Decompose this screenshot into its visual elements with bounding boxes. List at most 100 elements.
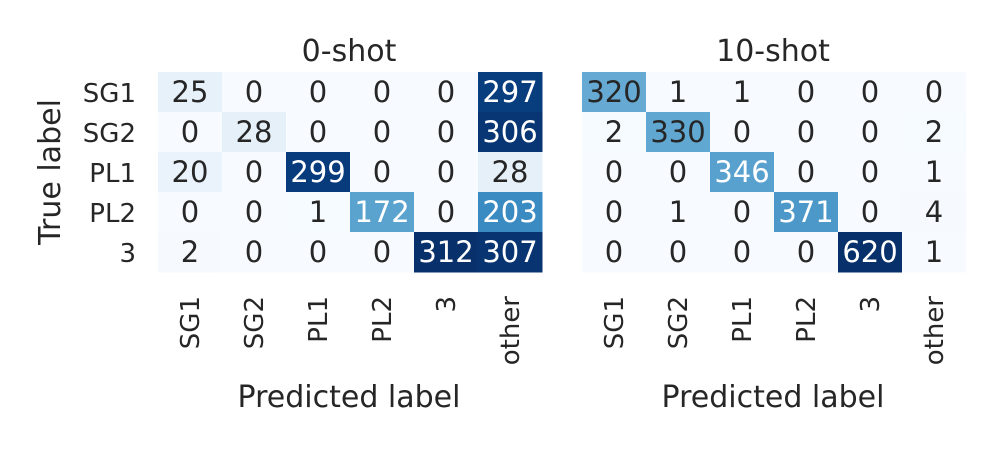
heatmap-cell bbox=[710, 232, 775, 273]
panel-title: 10-shot bbox=[716, 34, 830, 69]
cell-value-label: 0 bbox=[437, 195, 455, 229]
heatmap-cell bbox=[414, 192, 479, 233]
cell-value-label: 297 bbox=[482, 75, 537, 109]
cell-value-label: 0 bbox=[605, 195, 623, 229]
x-tick-label: SG2 bbox=[240, 296, 270, 349]
cell-value-label: 0 bbox=[733, 115, 751, 149]
cell-value-label: 25 bbox=[172, 75, 209, 109]
heatmap-cell bbox=[902, 72, 967, 113]
heatmap-cell bbox=[286, 112, 351, 153]
heatmap-cell bbox=[478, 232, 543, 273]
heatmap-cell bbox=[774, 112, 839, 153]
heatmap-cell bbox=[222, 192, 287, 233]
heatmap-cell bbox=[286, 232, 351, 273]
heatmap-cell bbox=[774, 72, 839, 113]
heatmap-cell bbox=[414, 72, 479, 113]
cell-value-label: 0 bbox=[861, 195, 879, 229]
heatmap-cells bbox=[582, 72, 967, 273]
heatmap-cell bbox=[838, 112, 903, 153]
heatmap-cell bbox=[158, 152, 223, 193]
cell-value-label: 0 bbox=[181, 115, 199, 149]
heatmap-cell bbox=[158, 192, 223, 233]
heatmap-cell bbox=[350, 232, 415, 273]
x-tick-label: SG1 bbox=[176, 296, 206, 349]
cell-value-label: 0 bbox=[309, 75, 327, 109]
cell-value-label: 0 bbox=[437, 115, 455, 149]
heatmap-cell bbox=[158, 232, 223, 273]
heatmap-cell bbox=[646, 72, 711, 113]
x-tick-label: 3 bbox=[432, 296, 462, 313]
cell-value-label: 0 bbox=[245, 155, 263, 189]
cell-value-label: 0 bbox=[605, 155, 623, 189]
cell-value-label: 0 bbox=[309, 235, 327, 269]
x-tick-label: PL1 bbox=[728, 296, 758, 343]
panel-10-shot: 320 1 1 0 0 0 2 330 0 0 0 2 0 0 346 0 0 1 0 1 0 371 0 4 0 0 0 0 620 1… bbox=[582, 34, 967, 415]
cell-value-label: 0 bbox=[797, 235, 815, 269]
cell-value-label: 28 bbox=[492, 155, 529, 189]
heatmap-cell bbox=[478, 192, 543, 233]
y-tick-label: 3 bbox=[119, 239, 136, 269]
y-axis-label: True label bbox=[33, 99, 68, 246]
y-tick-label: PL2 bbox=[89, 199, 136, 229]
cell-value-label: 330 bbox=[650, 115, 705, 149]
x-tick-label: PL2 bbox=[368, 296, 398, 343]
cell-value-label: 0 bbox=[605, 235, 623, 269]
heatmap-cell bbox=[838, 192, 903, 233]
x-tick-label: SG1 bbox=[600, 296, 630, 349]
heatmap-cell bbox=[286, 152, 351, 193]
cell-value-label: 172 bbox=[354, 195, 409, 229]
cell-value-label: 0 bbox=[309, 115, 327, 149]
cell-value-label: 0 bbox=[797, 75, 815, 109]
cell-value-label: 307 bbox=[482, 235, 537, 269]
cell-value-label: 20 bbox=[172, 155, 209, 189]
y-tick-labels: SG1 SG2 PL1 PL2 3 bbox=[83, 79, 136, 269]
cell-value-label: 0 bbox=[245, 235, 263, 269]
heatmap-cell bbox=[582, 152, 647, 193]
heatmap-cell bbox=[902, 152, 967, 193]
heatmap-cell bbox=[158, 72, 223, 113]
x-tick-label: other bbox=[920, 296, 950, 366]
heatmap-cell bbox=[478, 112, 543, 153]
heatmap-cell bbox=[710, 152, 775, 193]
heatmap-cell bbox=[646, 152, 711, 193]
heatmap-cell bbox=[774, 192, 839, 233]
heatmap-cell bbox=[414, 232, 479, 273]
cell-value-label: 0 bbox=[733, 195, 751, 229]
cell-value-label: 1 bbox=[669, 195, 687, 229]
heatmap-cell bbox=[838, 72, 903, 113]
cell-value-label: 1 bbox=[925, 155, 943, 189]
x-tick-label: PL1 bbox=[304, 296, 334, 343]
x-axis-label: Predicted label bbox=[238, 380, 461, 415]
y-tick-label: PL1 bbox=[89, 159, 136, 189]
x-tick-labels: SG1 SG2 PL1 PL2 3 other bbox=[600, 296, 950, 366]
heatmap-cell bbox=[478, 152, 543, 193]
heatmap-cell bbox=[710, 72, 775, 113]
heatmap-cell bbox=[350, 112, 415, 153]
x-tick-labels: SG1 SG2 PL1 PL2 3 other bbox=[176, 296, 526, 366]
x-tick-label: other bbox=[496, 296, 526, 366]
heatmap-cell bbox=[902, 192, 967, 233]
x-tick-label: 3 bbox=[856, 296, 886, 313]
heatmap-cell bbox=[582, 192, 647, 233]
heatmap-cell bbox=[222, 152, 287, 193]
heatmap-cell bbox=[710, 192, 775, 233]
heatmap-cell bbox=[350, 152, 415, 193]
heatmap-cell bbox=[774, 152, 839, 193]
cell-value-label: 0 bbox=[181, 195, 199, 229]
cell-value-label: 0 bbox=[733, 235, 751, 269]
cell-value-label: 0 bbox=[925, 75, 943, 109]
cell-value-label: 346 bbox=[714, 155, 769, 189]
cell-value-label: 4 bbox=[925, 195, 943, 229]
heatmap-cells bbox=[158, 72, 543, 273]
heatmap-cell bbox=[774, 232, 839, 273]
cell-value-label: 0 bbox=[437, 75, 455, 109]
cell-value-label: 371 bbox=[778, 195, 833, 229]
panel-title: 0-shot bbox=[302, 34, 397, 69]
cell-value-label: 2 bbox=[925, 115, 943, 149]
heatmap-cell bbox=[222, 232, 287, 273]
cell-value-label: 1 bbox=[925, 235, 943, 269]
heatmap-cell bbox=[158, 112, 223, 153]
y-tick-label: SG1 bbox=[83, 79, 136, 109]
